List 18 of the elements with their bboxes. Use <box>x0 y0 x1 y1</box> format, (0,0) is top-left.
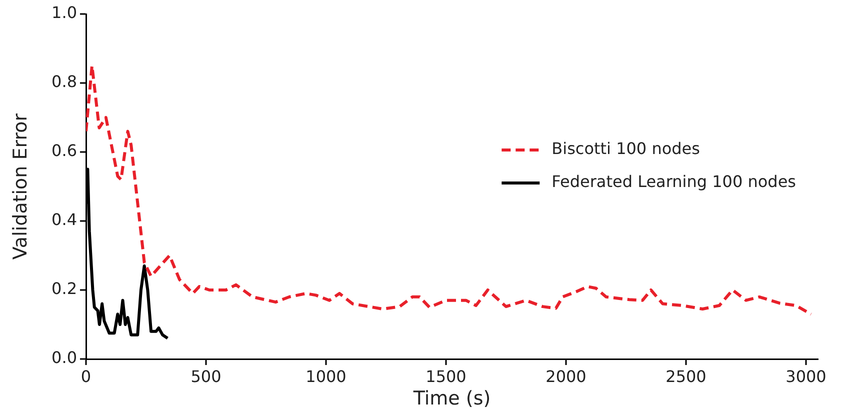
x-axis-title: Time (s) <box>412 388 491 410</box>
y-tick-label: 0.8 <box>52 72 77 92</box>
x-tick-label: 2500 <box>666 366 706 386</box>
x-tick-label: 3000 <box>786 366 826 386</box>
line-series <box>86 64 813 316</box>
legend-label: Federated Learning 100 nodes <box>552 172 796 192</box>
x-tick-label: 1000 <box>306 366 346 386</box>
y-tick-label: 0.0 <box>52 348 77 368</box>
y-tick-label: 0.6 <box>52 141 77 160</box>
y-tick-label: 1.0 <box>52 3 77 22</box>
x-tick-label: 500 <box>190 366 222 386</box>
x-tick-label: 1500 <box>426 366 466 386</box>
legend-label: Biscotti 100 nodes <box>552 139 700 158</box>
y-tick-label: 0.4 <box>52 210 77 230</box>
y-tick-label: 0.2 <box>52 279 77 298</box>
y-axis-title: Validation Error <box>9 113 32 260</box>
x-tick-label: 2000 <box>546 366 586 386</box>
x-tick-label: 0 <box>80 366 92 386</box>
